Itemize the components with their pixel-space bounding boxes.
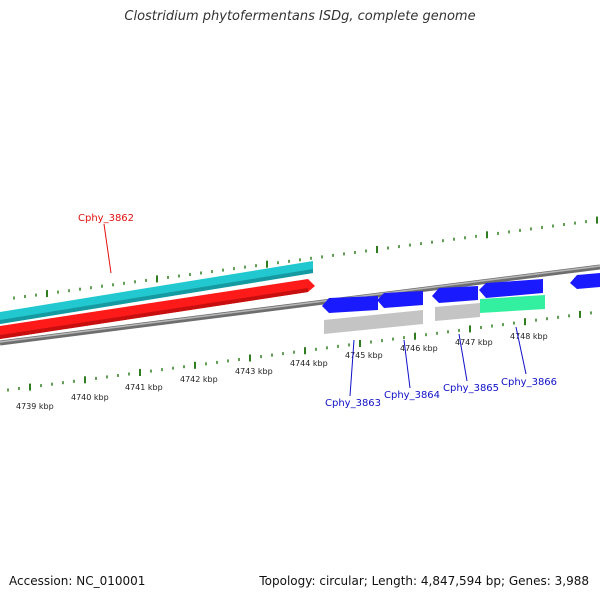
tick-label: 4748 kbp xyxy=(510,332,548,341)
tick-label: 4743 kbp xyxy=(235,367,273,376)
cds-red-feature-shade xyxy=(0,288,308,339)
genome-backbone xyxy=(0,264,600,346)
gene-label-cphy-3862[interactable]: Cphy_3862 xyxy=(78,213,134,224)
tick-labels: 4739 kbp 4740 kbp 4741 kbp 4742 kbp 4743… xyxy=(16,332,548,411)
tick-label: 4741 kbp xyxy=(125,383,163,392)
gene-label-cphy-3865[interactable]: Cphy_3865 xyxy=(443,383,499,394)
genome-summary-text: Topology: circular; Length: 4,847,594 bp… xyxy=(259,574,589,588)
genome-backbone-highlight xyxy=(0,265,600,343)
map-title: Clostridium phytofermentans ISDg, comple… xyxy=(124,9,476,24)
callout-line-cphy-3865 xyxy=(458,333,468,382)
cds-blue-feature-3[interactable] xyxy=(432,286,478,303)
callout-line-cphy-3862 xyxy=(103,223,112,274)
upper-tick-track xyxy=(13,216,598,300)
tick-label: 4744 kbp xyxy=(290,359,328,368)
callout-line-cphy-3866 xyxy=(515,326,527,375)
cds-blue-feature-1[interactable] xyxy=(322,296,378,313)
tick-label: 4739 kbp xyxy=(16,402,54,411)
callout-line-cphy-3863 xyxy=(349,339,355,397)
grey-block-2[interactable] xyxy=(435,303,480,321)
green-block[interactable] xyxy=(480,295,545,313)
tick-label: 4742 kbp xyxy=(180,375,218,384)
callout-line-cphy-3864 xyxy=(403,339,411,389)
cds-blue-feature-4[interactable] xyxy=(479,279,543,298)
tick-label: 4740 kbp xyxy=(71,393,109,402)
lower-tick-track xyxy=(7,310,592,392)
tick-label: 4746 kbp xyxy=(400,344,438,353)
gene-label-cphy-3864[interactable]: Cphy_3864 xyxy=(384,390,440,401)
cds-blue-feature-5[interactable] xyxy=(570,273,600,289)
gene-label-cphy-3866[interactable]: Cphy_3866 xyxy=(501,377,557,388)
cds-blue-feature-2[interactable] xyxy=(377,291,423,308)
accession-text: Accession: NC_010001 xyxy=(9,574,146,588)
tick-label: 4745 kbp xyxy=(345,351,383,360)
gene-label-cphy-3863[interactable]: Cphy_3863 xyxy=(325,398,381,409)
tick-label: 4747 kbp xyxy=(455,338,493,347)
grey-block-1[interactable] xyxy=(324,310,423,334)
cds-cyan-feature-shade xyxy=(0,269,313,324)
